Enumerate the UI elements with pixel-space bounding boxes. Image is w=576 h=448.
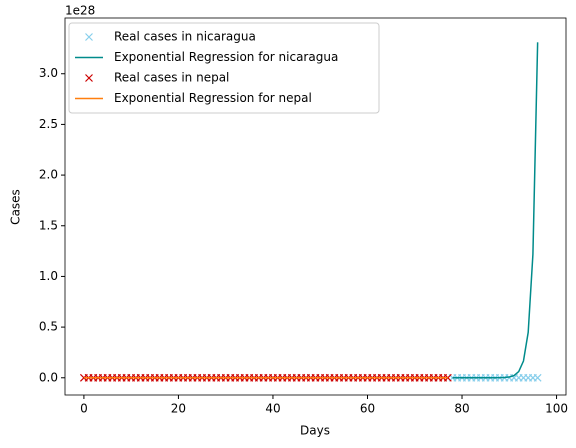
marker-stroke bbox=[533, 373, 542, 382]
y-tick-label: 1.0 bbox=[39, 269, 58, 283]
y-tick-label: 3.0 bbox=[39, 66, 58, 80]
legend-label: Exponential Regression for nepal bbox=[114, 91, 312, 105]
data-point bbox=[443, 373, 452, 382]
series-line bbox=[452, 42, 539, 379]
legend-label: Real cases in nepal bbox=[114, 71, 229, 85]
x-tick-label: 20 bbox=[171, 402, 186, 416]
legend-swatch bbox=[85, 33, 93, 41]
plot-frame bbox=[64, 17, 567, 396]
x-tick-label: 100 bbox=[545, 402, 568, 416]
x-tick-label: 60 bbox=[360, 402, 375, 416]
marker-stroke bbox=[85, 74, 93, 82]
x-tick-label: 40 bbox=[265, 402, 280, 416]
y-axis-label: Cases bbox=[9, 189, 23, 225]
data-point bbox=[533, 373, 542, 382]
x-axis-label: Days bbox=[300, 424, 330, 438]
y-tick-label: 1.5 bbox=[39, 218, 58, 232]
y-tick-label: 2.0 bbox=[39, 168, 58, 182]
y-tick-label: 0.0 bbox=[39, 370, 58, 384]
legend-swatch bbox=[85, 74, 93, 82]
y-offset-label: 1e28 bbox=[65, 4, 95, 18]
legend-label: Real cases in nicaragua bbox=[114, 30, 256, 44]
legend-label: Exponential Regression for nicaragua bbox=[114, 50, 338, 64]
x-tick-label: 0 bbox=[80, 402, 88, 416]
marker-stroke bbox=[85, 33, 93, 41]
x-tick-label: 80 bbox=[454, 402, 469, 416]
y-tick-label: 2.5 bbox=[39, 117, 58, 131]
marker-stroke bbox=[443, 373, 452, 382]
y-tick-label: 0.5 bbox=[39, 320, 58, 334]
legend-box bbox=[68, 22, 380, 114]
